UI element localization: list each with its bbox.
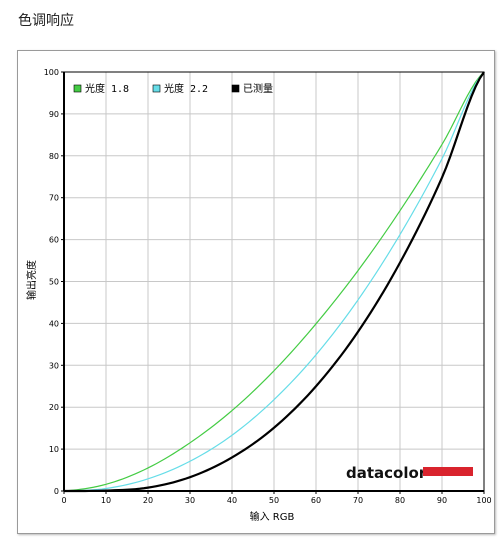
- legend-label-2: 光度 2.2: [164, 82, 208, 95]
- y-tick-label: 30: [49, 361, 59, 370]
- y-tick-label: 60: [49, 236, 59, 245]
- series-line-2: [63, 71, 485, 492]
- legend-swatch-3: [231, 84, 240, 93]
- x-axis-label: 输入 RGB: [250, 510, 295, 523]
- y-tick-label: 80: [49, 152, 59, 161]
- y-tick-label: 10: [49, 445, 59, 454]
- y-tick-label: 90: [49, 110, 59, 119]
- x-tick-label: 50: [269, 496, 279, 505]
- page-title: 色调响应: [18, 13, 74, 29]
- x-axis-ticks: 0 10 20 30 40 50 60 70 80 90 100: [61, 491, 492, 505]
- legend: 光度 1.8 光度 2.2 已测量: [73, 82, 273, 95]
- curves: [63, 71, 485, 493]
- chart-panel: 0 10 20 30 40 50 60 70 80 90 100 0 10 20 30 40 50 60 70 80…: [17, 50, 495, 534]
- y-tick-label: 20: [49, 403, 59, 412]
- y-tick-label: 100: [44, 68, 59, 77]
- legend-swatch-2: [152, 84, 161, 93]
- logo-text: datacolor: [346, 464, 427, 482]
- tone-response-chart: 0 10 20 30 40 50 60 70 80 90 100 0 10 20 30 40 50 60 70 80…: [25, 68, 492, 523]
- y-axis-ticks: 0 10 20 30 40 50 60 70 80 90 100: [44, 68, 64, 496]
- series-line-1: [63, 71, 485, 492]
- x-tick-label: 90: [437, 496, 447, 505]
- x-tick-label: 30: [185, 496, 195, 505]
- y-tick-label: 70: [49, 194, 59, 203]
- y-axis-label: 输出亮度: [25, 260, 38, 300]
- series-line-3: [63, 71, 485, 493]
- x-tick-label: 10: [101, 496, 111, 505]
- x-tick-label: 70: [353, 496, 363, 505]
- y-tick-label: 0: [54, 487, 59, 496]
- datacolor-logo: datacolor: [346, 464, 473, 482]
- y-tick-label: 50: [49, 278, 59, 287]
- x-tick-label: 100: [476, 496, 491, 505]
- legend-label-3: 已测量: [243, 82, 273, 95]
- legend-label-1: 光度 1.8: [85, 82, 129, 95]
- y-tick-label: 40: [49, 319, 59, 328]
- x-tick-label: 80: [395, 496, 405, 505]
- x-tick-label: 20: [143, 496, 153, 505]
- x-tick-label: 0: [61, 496, 66, 505]
- logo-bar: [423, 467, 473, 476]
- x-tick-label: 60: [311, 496, 321, 505]
- legend-swatch-1: [73, 84, 82, 93]
- x-tick-label: 40: [227, 496, 237, 505]
